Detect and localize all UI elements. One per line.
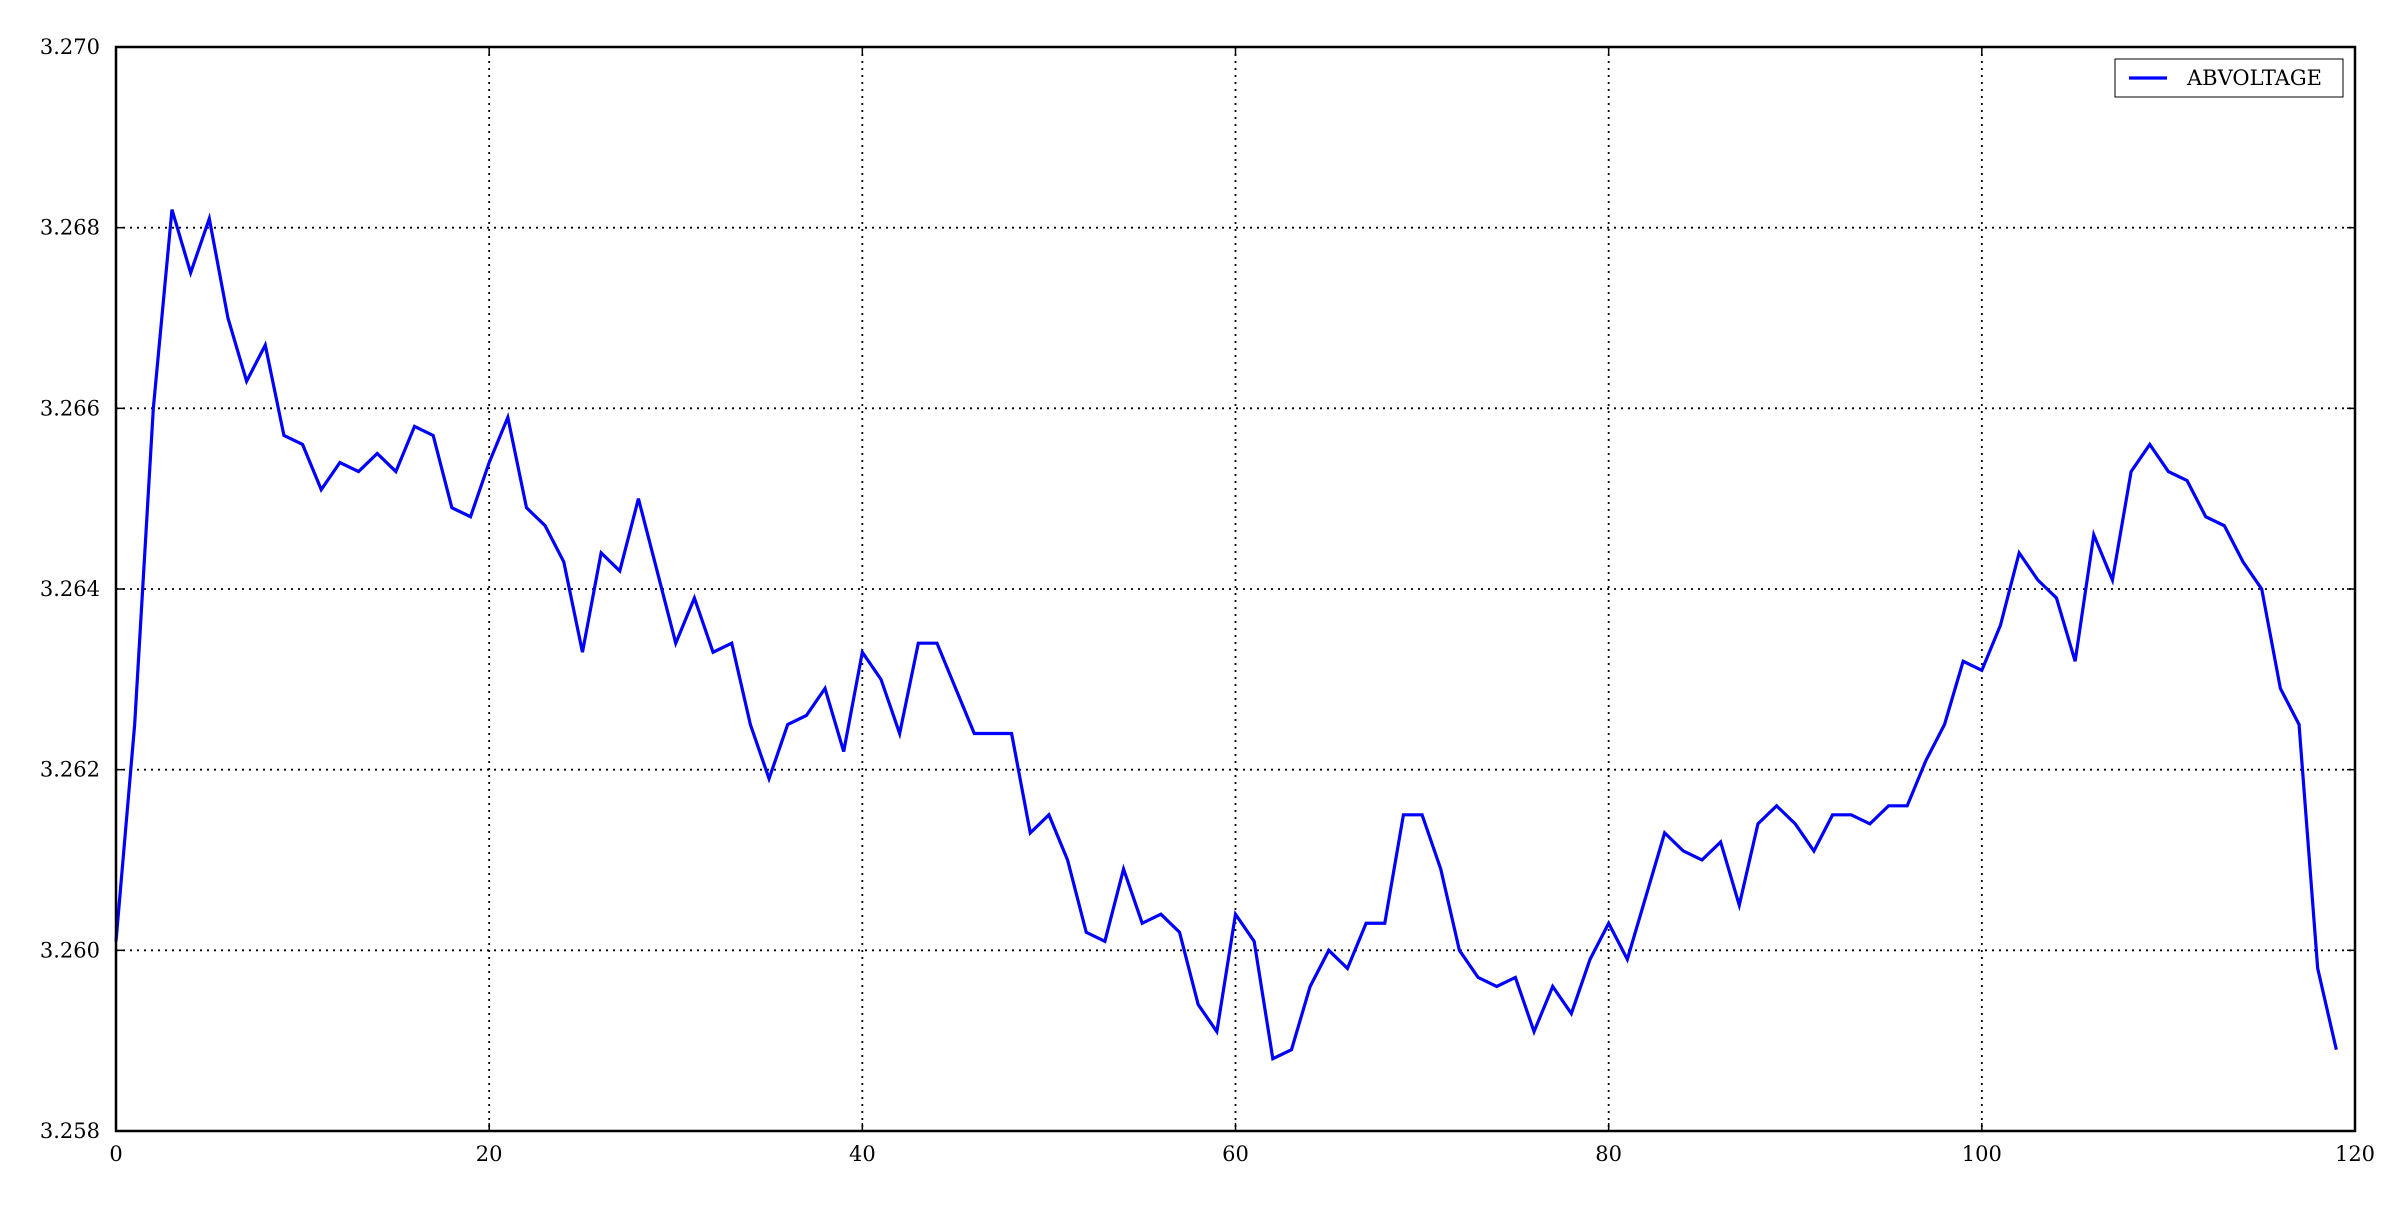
y-tick-label: 3.268	[40, 216, 100, 240]
y-tick-label: 3.260	[40, 938, 100, 962]
y-tick-label: 3.258	[40, 1119, 100, 1143]
y-tick-label: 3.264	[40, 577, 100, 601]
series-line-abvoltage	[114, 209, 2338, 1062]
x-tick-label: 120	[2335, 1142, 2375, 1166]
x-axis: 0 20 40 60 80 100 120	[109, 47, 2375, 1166]
x-tick-label: 60	[1222, 1142, 1249, 1166]
x-tick-label: 20	[476, 1142, 503, 1166]
y-tick-label: 3.262	[40, 758, 100, 782]
series-layer	[114, 209, 2338, 1062]
x-tick-label: 0	[109, 1142, 122, 1166]
y-axis: 3.258 3.260 3.262 3.264 3.266 3.268 3.270	[40, 35, 2355, 1143]
y-tick-label: 3.266	[40, 396, 100, 420]
legend: ABVOLTAGE	[2114, 58, 2344, 98]
y-tick-label: 3.270	[40, 35, 100, 59]
legend-label: ABVOLTAGE	[2186, 66, 2322, 90]
x-tick-label: 80	[1595, 1142, 1622, 1166]
x-tick-label: 40	[849, 1142, 876, 1166]
x-tick-label: 100	[1962, 1142, 2002, 1166]
